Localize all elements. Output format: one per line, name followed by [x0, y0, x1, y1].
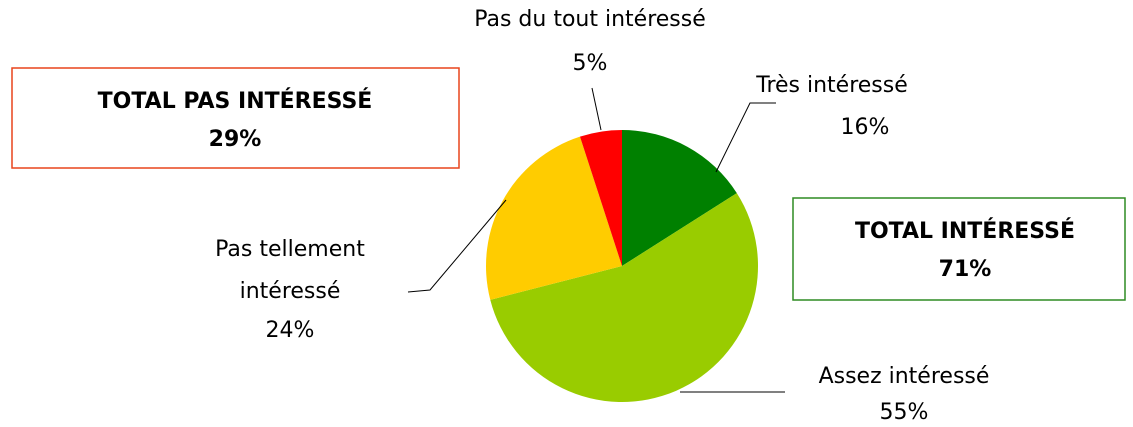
- leader-line: [407, 199, 507, 293]
- leader-line: [591, 87, 602, 131]
- slice-label: Assez intéressé: [819, 364, 990, 389]
- annotation-text: TOTAL INTÉRESSÉ: [855, 218, 1075, 244]
- annotation-box: [11, 67, 460, 169]
- slice-label: Très intéressé: [755, 73, 908, 98]
- annotation-box: [792, 197, 1126, 301]
- slice-label: Pas du tout intéressé: [474, 7, 706, 32]
- value-label: 5%: [573, 51, 608, 76]
- slice-label: Pas tellement intéressé: [215, 237, 365, 304]
- pie-slice: [490, 193, 759, 402]
- annotation-value: 29%: [209, 127, 262, 152]
- value-label: 55%: [880, 400, 929, 425]
- annotation-value: 71%: [939, 257, 992, 282]
- annotation-text: TOTAL PAS INTÉRESSÉ: [98, 88, 373, 114]
- pie-slice: [579, 130, 622, 266]
- value-label: 24%: [266, 318, 315, 343]
- pie-slice: [622, 130, 737, 266]
- value-label: 16%: [841, 115, 890, 140]
- leader-line: [715, 102, 776, 173]
- pie-slice: [486, 136, 622, 300]
